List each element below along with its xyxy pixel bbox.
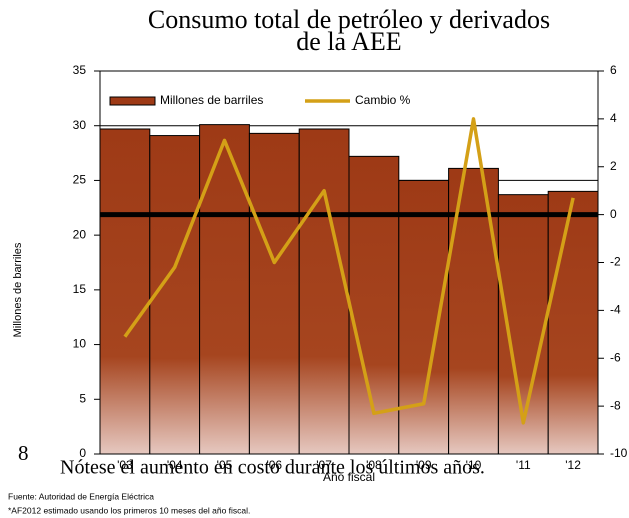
y2-tick-label: 0 — [610, 207, 617, 221]
y2-tick-label: -2 — [610, 255, 621, 269]
y-axis-label: Millones de barriles — [12, 242, 24, 337]
x-tick-label: '07 — [316, 458, 332, 472]
bar — [398, 179, 450, 455]
line-series — [123, 117, 575, 425]
x-tick-label: '03 — [117, 458, 133, 472]
bar — [348, 155, 400, 455]
y2-tick-label: -10 — [610, 446, 628, 460]
y2-tick-label: -8 — [610, 398, 621, 412]
y2-tick-label: 4 — [610, 111, 617, 125]
y2-tick-label: 2 — [610, 159, 617, 173]
y-tick-label: 15 — [73, 282, 87, 296]
y2-tick-label: -6 — [610, 350, 621, 364]
legend-swatch — [109, 96, 156, 106]
x-tick-label: '05 — [217, 458, 233, 472]
annotation: 8 — [18, 441, 29, 465]
y-tick-label: 25 — [73, 173, 87, 187]
x-tick-label: '06 — [266, 458, 282, 472]
bar — [149, 135, 201, 455]
legend-label: Millones de barriles — [160, 93, 263, 107]
y-tick-label: 20 — [73, 227, 87, 241]
bar — [298, 128, 350, 455]
y2-tick-label: -4 — [610, 303, 621, 317]
legend-label: Cambio % — [355, 93, 411, 107]
x-tick-label: '08 — [366, 458, 382, 472]
x-tick-label: '04 — [167, 458, 183, 472]
y2-tick-label: 6 — [610, 63, 617, 77]
x-tick-label: '09 — [416, 458, 432, 472]
bar — [547, 190, 599, 455]
footnote: Fuente: Autoridad de Energía Eléctrica — [8, 491, 154, 501]
y-tick-label: 10 — [73, 337, 87, 351]
bar — [99, 128, 151, 455]
y-tick-label: 35 — [73, 63, 87, 77]
y-tick-label: 5 — [79, 391, 86, 405]
chart-title: Consumo total de petróleo y derivados — [148, 5, 550, 34]
annotation: Nótese el aumento en costo durante los ú… — [60, 457, 485, 479]
x-tick-label: '12 — [565, 458, 581, 472]
x-tick-label: '10 — [466, 458, 482, 472]
bar — [199, 124, 250, 455]
chart-title: de la AEE — [296, 27, 401, 56]
footnote: *AF2012 estimado usando los primeros 10 … — [8, 505, 250, 515]
x-axis-label: Año fiscal — [323, 470, 375, 484]
x-tick-label: '11 — [516, 458, 531, 472]
y-tick-label: 30 — [73, 118, 87, 132]
bar — [248, 132, 300, 455]
y-tick-label: 0 — [79, 446, 86, 460]
